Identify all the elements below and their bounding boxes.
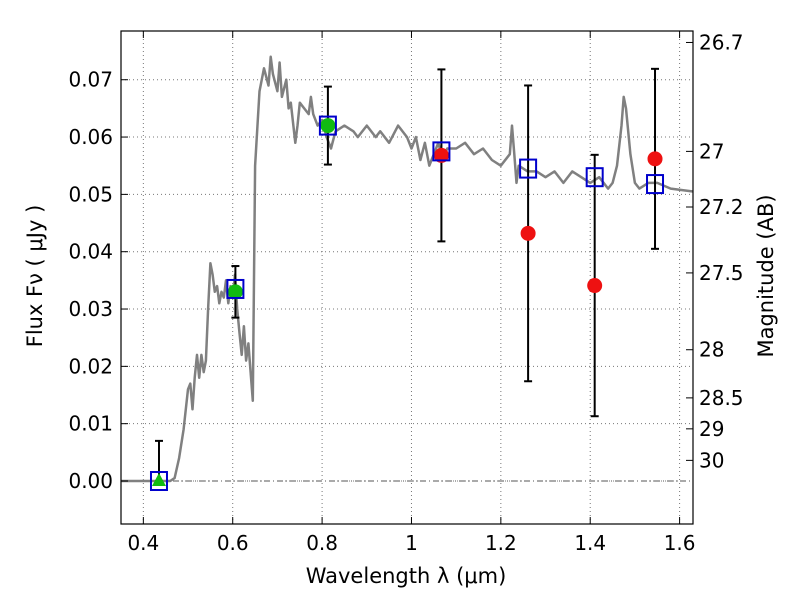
x-tick-label: 0.6 [217, 531, 249, 555]
observed-nondetection-point [587, 278, 603, 294]
x-tick-label: 1.4 [574, 531, 606, 555]
y-tick-label: 0.01 [68, 412, 113, 436]
synthetic-photometry-square [519, 158, 538, 179]
synthetic-photometry-layer [149, 115, 665, 492]
tick-label-layer: 0.4 0.6 0.8 1 1.2 1.4 1.6 0.00 0.01 0.02 0.03 0.04 0… [68, 30, 743, 555]
y2-axis-label: Magnitude (AB) [754, 194, 778, 357]
y-axis-label: Flux Fν ( μJy ) [23, 205, 47, 348]
model-spectrum-layer [121, 55, 694, 483]
magnitude-tick-label: 26.7 [699, 30, 744, 54]
synthetic-photometry-square [149, 471, 168, 492]
model-spectrum-line [121, 55, 694, 483]
observed-nondetection-point [647, 151, 663, 167]
observed-points-layer [151, 118, 663, 487]
observed-detection-point [320, 118, 336, 134]
x-tick-label: 0.4 [127, 531, 159, 555]
y-tick-label: 0.00 [68, 469, 113, 493]
synthetic-photometry-square [318, 115, 337, 136]
x-tick-label: 1 [405, 531, 418, 555]
magnitude-tick-label: 27.5 [699, 261, 744, 285]
observed-detection-point [227, 284, 243, 300]
observed-nondetection-point [520, 225, 536, 241]
y-tick-label: 0.02 [68, 354, 113, 378]
x-tick-label: 1.6 [664, 531, 696, 555]
plot-frame [120, 30, 694, 525]
y-tick-label: 0.03 [68, 297, 113, 321]
x-axis-label: Wavelength λ (μm) [306, 564, 507, 588]
magnitude-tick-label: 27 [699, 139, 724, 163]
errorbar-layer [154, 67, 660, 483]
x-tick-label: 0.8 [306, 531, 338, 555]
magnitude-tick-label: 29 [699, 417, 724, 441]
magnitude-tick-label: 28 [699, 338, 724, 362]
synthetic-photometry-square [432, 141, 451, 162]
y-tick-label: 0.06 [68, 125, 113, 149]
synthetic-photometry-square [585, 167, 604, 188]
y-tick-label: 0.04 [68, 240, 113, 264]
magnitude-tick-label: 30 [699, 448, 724, 472]
grid-layer [121, 31, 693, 524]
synthetic-photometry-square [646, 174, 665, 195]
x-tick-label: 1.2 [485, 531, 517, 555]
synthetic-photometry-square [226, 278, 245, 299]
y-tick-label: 0.05 [68, 182, 113, 206]
plot-frame-layer [120, 30, 694, 525]
observed-upper-limit-triangle [151, 473, 166, 487]
y-tick-label: 0.07 [68, 68, 113, 92]
observed-nondetection-point [433, 147, 449, 163]
magnitude-tick-label: 28.5 [699, 386, 744, 410]
magnitude-tick-label: 27.2 [699, 195, 744, 219]
